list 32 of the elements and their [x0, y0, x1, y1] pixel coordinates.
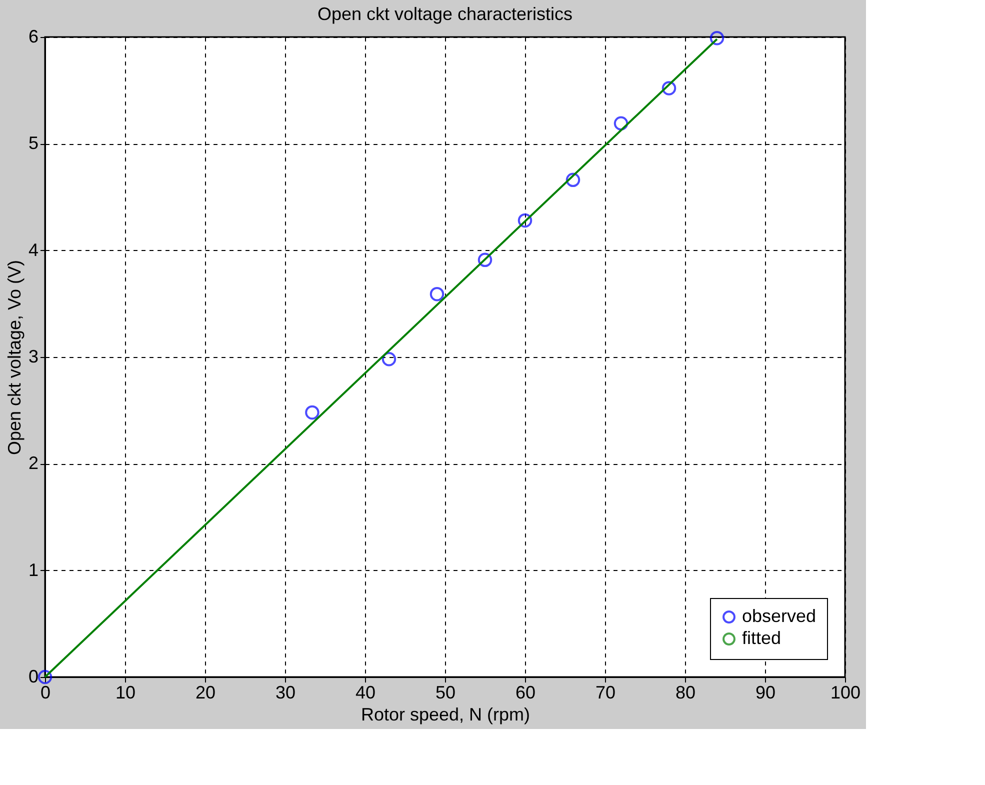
chart-title: Open ckt voltage characteristics	[317, 4, 573, 24]
x-tick-label: 40	[355, 682, 376, 702]
y-tick-label: 3	[28, 346, 38, 366]
point	[38, 670, 52, 684]
point	[566, 172, 580, 188]
y-tick-label: 1	[28, 560, 38, 580]
point	[305, 405, 320, 420]
y-tick-label: 5	[28, 133, 38, 154]
x-tick-label: 20	[195, 682, 216, 702]
y-tick-label: 2	[28, 453, 38, 474]
y-tick-label: 0	[28, 666, 38, 686]
point	[710, 30, 724, 46]
point	[518, 213, 532, 228]
x-tick-label: 90	[755, 682, 776, 702]
x-axis-title: Rotor speed, N (rpm)	[360, 704, 530, 724]
point	[382, 352, 396, 366]
legend-label: observed	[742, 606, 816, 626]
x-tick-label: 80	[675, 682, 696, 702]
y-axis-title: Open ckt voltage, Vo (V)	[4, 260, 24, 456]
y-tick-label: 4	[28, 240, 38, 260]
legend-label: fitted	[742, 628, 782, 648]
point	[662, 81, 676, 96]
x-tick-label: 100	[830, 682, 861, 702]
x-tick-label: 50	[435, 682, 456, 702]
point	[430, 286, 444, 302]
x-tick-label: 30	[275, 682, 296, 702]
x-tick-label: 10	[115, 682, 136, 702]
point	[614, 116, 628, 131]
x-tick-label: 60	[515, 682, 536, 702]
y-tick-label: 6	[28, 26, 38, 46]
x-tick-label: 70	[595, 682, 616, 702]
point	[478, 252, 492, 268]
